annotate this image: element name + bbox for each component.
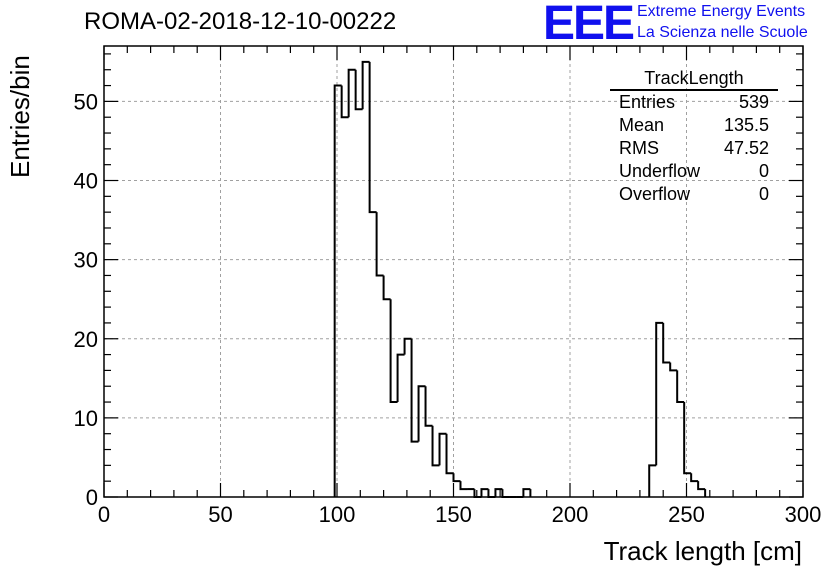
histogram-bin bbox=[473, 489, 482, 498]
histogram-bin bbox=[382, 275, 391, 301]
stat-row-entries: Entries 539 bbox=[610, 91, 778, 114]
histogram-bin bbox=[648, 464, 657, 497]
histogram-bin bbox=[333, 84, 342, 497]
histogram-bin bbox=[683, 402, 692, 475]
histogram-bin bbox=[445, 433, 454, 475]
eee-logo: EEE bbox=[543, 0, 635, 50]
histogram-bin bbox=[669, 362, 678, 372]
histogram-bin bbox=[396, 353, 405, 403]
histogram-bin bbox=[522, 488, 531, 497]
stat-row-underflow: Underflow 0 bbox=[610, 160, 778, 183]
stat-value: 0 bbox=[758, 161, 769, 181]
histogram-bin bbox=[361, 60, 370, 110]
tick-labels: 0 50 100 150 200 250 300 0 10 20 30 40 50 bbox=[74, 89, 822, 527]
stat-row-rms: RMS 47.52 bbox=[610, 137, 778, 160]
x-tick-label: 200 bbox=[552, 502, 589, 527]
y-tick-label: 50 bbox=[74, 89, 98, 114]
histogram-bin bbox=[452, 473, 461, 483]
histogram-bin bbox=[480, 488, 489, 497]
x-axis-label: Track length [cm] bbox=[603, 536, 802, 566]
histogram-bin bbox=[417, 385, 426, 442]
histogram-bin bbox=[424, 386, 433, 427]
stat-value: 0 bbox=[758, 184, 769, 204]
logo-subtitle-line-2: La Scienza nelle Scuole bbox=[637, 24, 808, 41]
y-axis-label: Entries/bin bbox=[5, 55, 35, 178]
histogram-bin bbox=[494, 488, 503, 497]
stat-label: RMS bbox=[619, 138, 659, 158]
stat-label: Underflow bbox=[619, 161, 701, 181]
y-tick-label: 0 bbox=[86, 485, 98, 510]
histogram-bin bbox=[655, 321, 664, 466]
grid-lines bbox=[104, 46, 803, 497]
y-tick-label: 40 bbox=[74, 169, 98, 194]
histogram-bin bbox=[375, 212, 384, 277]
histogram-bin bbox=[340, 85, 349, 119]
y-tick-label: 10 bbox=[74, 406, 98, 431]
x-tick-label: 300 bbox=[785, 502, 822, 527]
histogram-bin bbox=[501, 489, 510, 498]
histogram-bin bbox=[459, 481, 468, 491]
histogram-bin bbox=[347, 68, 356, 118]
stats-box-title: TrackLength bbox=[610, 68, 778, 91]
stat-row-mean: Mean 135.5 bbox=[610, 114, 778, 137]
histogram-bin bbox=[487, 489, 496, 498]
x-tick-label: 50 bbox=[208, 502, 232, 527]
x-tick-label: 0 bbox=[98, 502, 110, 527]
stat-row-overflow: Overflow 0 bbox=[610, 183, 778, 206]
histogram-bin bbox=[697, 481, 706, 491]
axes bbox=[103, 45, 804, 498]
histogram-bin bbox=[676, 370, 685, 404]
histogram-bin bbox=[368, 61, 377, 214]
histogram-bin bbox=[389, 299, 398, 404]
stat-label: Entries bbox=[619, 92, 676, 112]
histogram-bin bbox=[438, 432, 447, 466]
stat-label: Mean bbox=[619, 115, 665, 135]
stat-value: 47.52 bbox=[723, 138, 769, 158]
stat-value: 135.5 bbox=[723, 115, 769, 135]
histogram-bin bbox=[431, 425, 440, 467]
logo-subtitle-line-1: Extreme Energy Events bbox=[637, 3, 806, 20]
x-tick-label: 100 bbox=[319, 502, 356, 527]
histogram-bin bbox=[354, 69, 363, 111]
y-tick-label: 30 bbox=[74, 248, 98, 273]
histogram-bin bbox=[662, 322, 671, 364]
stats-box: TrackLength Entries 539 Mean 135.5 RMS 4… bbox=[610, 68, 778, 206]
histogram-bin bbox=[403, 337, 412, 355]
run-title: ROMA-02-2018-12-10-00222 bbox=[84, 8, 397, 35]
x-tick-label: 250 bbox=[668, 502, 705, 527]
y-tick-label: 20 bbox=[74, 327, 98, 352]
stat-label: Overflow bbox=[619, 184, 691, 204]
x-tick-label: 150 bbox=[435, 502, 472, 527]
histogram-bin bbox=[690, 473, 699, 483]
histogram-series bbox=[333, 60, 707, 498]
histogram-bin bbox=[410, 338, 419, 443]
stat-value: 539 bbox=[738, 92, 769, 112]
